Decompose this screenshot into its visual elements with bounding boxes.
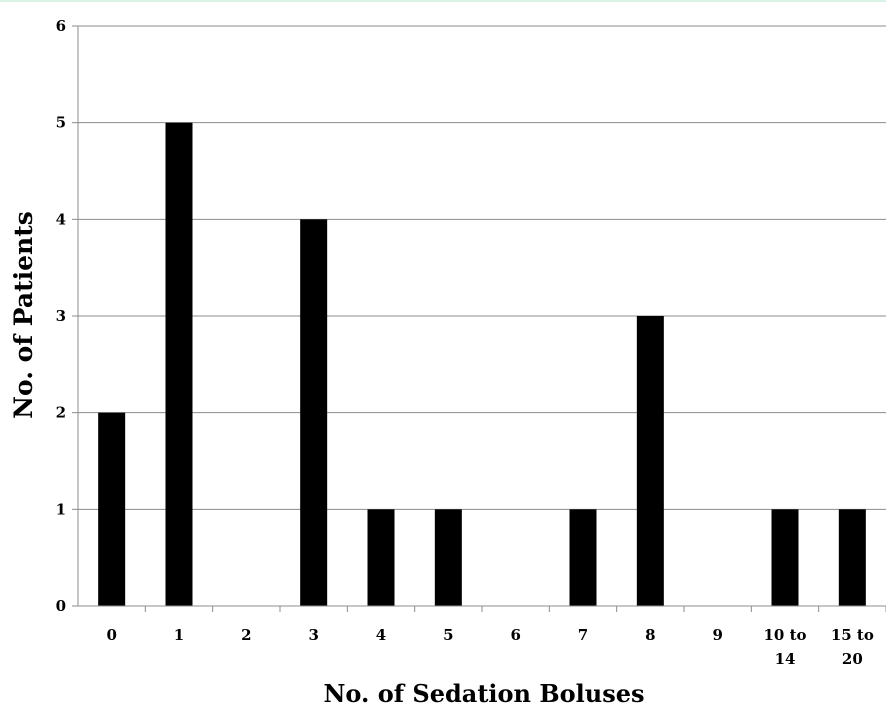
bar — [165, 122, 193, 607]
bar — [771, 509, 799, 606]
y-tick-label: 3 — [56, 307, 66, 325]
x-tick-label: 0 — [106, 626, 116, 644]
x-tick-label: 2 — [241, 626, 251, 644]
x-tick-label: 14 — [775, 650, 796, 668]
y-tick-label: 4 — [56, 210, 66, 228]
bar — [98, 412, 126, 606]
bar — [434, 509, 462, 606]
x-tick-labels: 0 1 2 3 4 5 6 7 8 9 10 to 14 15 to 20 — [106, 626, 873, 668]
bar — [367, 509, 395, 606]
x-tick-label: 7 — [578, 626, 588, 644]
x-tick-label: 1 — [174, 626, 184, 644]
y-tick-label: 1 — [56, 500, 66, 518]
bar — [300, 219, 328, 607]
x-tick-label: 5 — [443, 626, 453, 644]
y-tick-labels: 0 1 2 3 4 5 6 — [56, 17, 66, 615]
bars — [98, 122, 866, 607]
x-tick-label: 3 — [308, 626, 318, 644]
x-axis-title: No. of Sedation Boluses — [323, 679, 644, 706]
x-tick-label: 4 — [376, 626, 386, 644]
x-tick-label: 15 to — [831, 626, 874, 644]
bar — [569, 509, 597, 606]
x-tick-label: 10 to — [763, 626, 806, 644]
bar — [636, 316, 664, 606]
bar — [838, 509, 866, 606]
y-tick-label: 6 — [56, 17, 66, 35]
y-tick-label: 0 — [56, 597, 66, 615]
axes — [72, 25, 886, 612]
x-tick-label: 6 — [510, 626, 520, 644]
x-tick-label: 20 — [842, 650, 863, 668]
x-tick-label: 8 — [645, 626, 655, 644]
y-tick-label: 2 — [56, 404, 66, 422]
x-tick-label: 9 — [712, 626, 722, 644]
y-axis-title: No. of Patients — [9, 211, 38, 419]
gridlines — [78, 25, 886, 510]
y-tick-label: 5 — [56, 114, 66, 132]
